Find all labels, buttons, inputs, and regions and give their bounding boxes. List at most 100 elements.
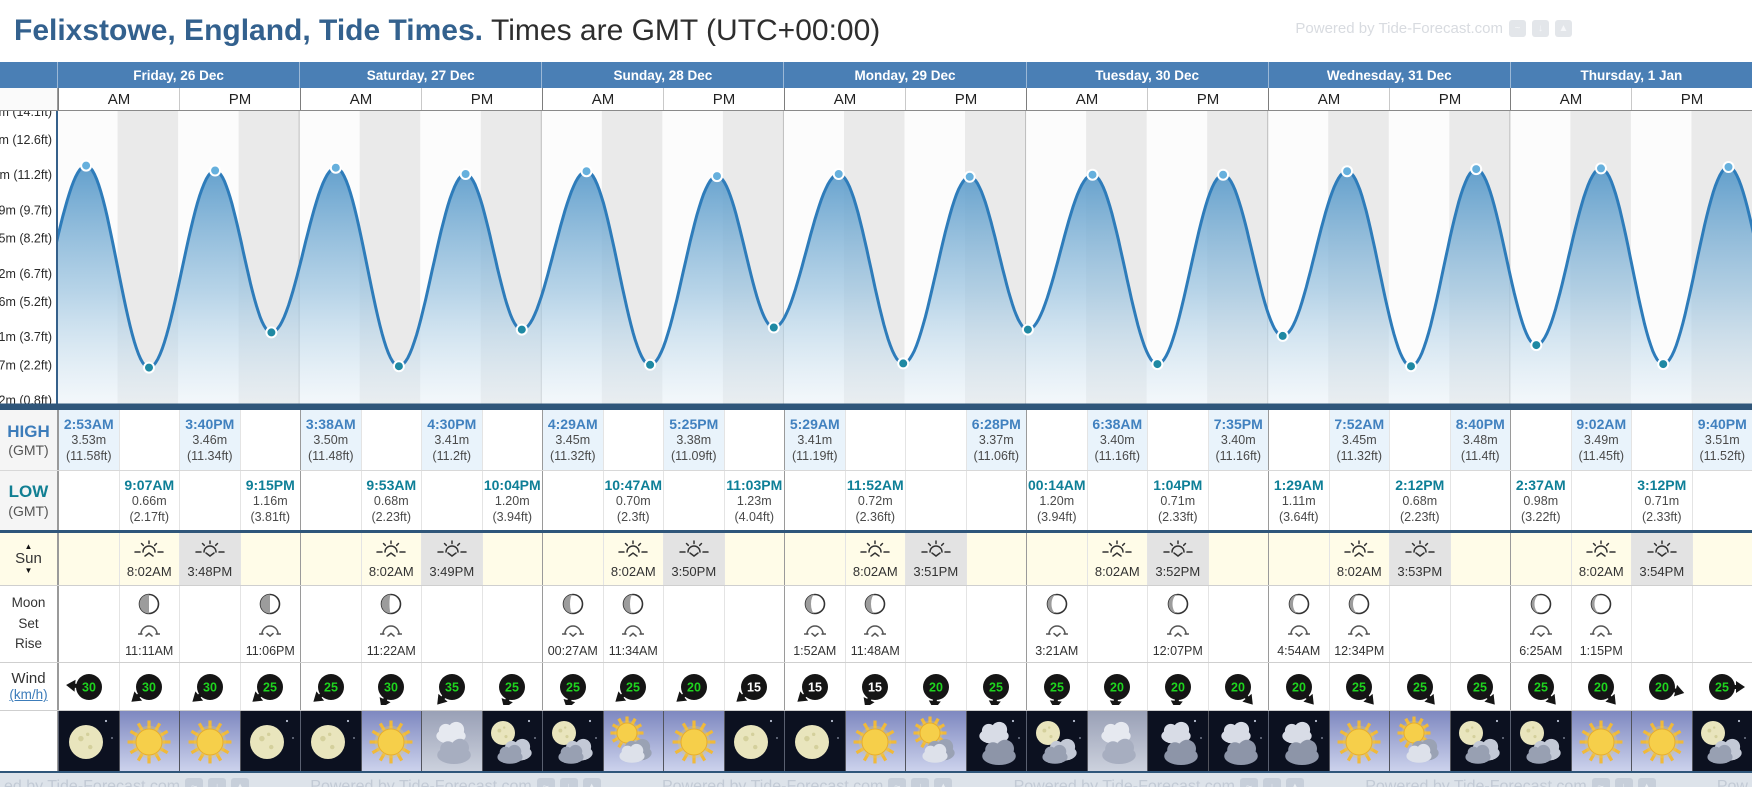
weather-cell-day6-q2	[1328, 711, 1389, 771]
moon-set-time: 11:06PM	[245, 643, 295, 658]
wind-arrow-icon: 20	[1104, 673, 1131, 705]
pm-cell-day2: PM	[421, 88, 542, 110]
svg-text:25: 25	[263, 680, 277, 694]
low-tide-cell-day3-q2: 10:47AM 0.70m (2.3ft)	[602, 471, 664, 530]
sort-down-icon[interactable]: ▼	[24, 566, 33, 576]
high-tide-point	[329, 161, 342, 174]
high-tide-cell-day1-q4	[239, 410, 301, 470]
sunset-icon	[437, 539, 467, 563]
sunset-icon	[1163, 539, 1193, 563]
weather-cell-day2-q3	[421, 711, 482, 771]
sort-up-icon[interactable]: ▲	[24, 541, 33, 551]
high-tide-cell-day2-q2	[360, 410, 422, 470]
sunset-time: 3:54PM	[1639, 563, 1685, 579]
sunset-time: 3:49PM	[429, 563, 475, 579]
sunset-time: 3:52PM	[1155, 563, 1201, 579]
svg-text:20: 20	[687, 680, 701, 694]
high-tide-time: 7:35PM	[1213, 416, 1263, 432]
page-header: Felixstowe, England, Tide Times. Times a…	[0, 0, 1752, 62]
high-tide-time: 2:53AM	[63, 416, 114, 432]
weather-cell-day1-q4	[239, 711, 300, 771]
low-tide-time: 10:47AM	[604, 477, 663, 493]
sunrise-time: 8:02AM	[126, 563, 172, 579]
low-tide-cell-day6-q2	[1328, 471, 1390, 530]
wind-cell-day4-q3: 20	[905, 663, 966, 710]
weather-cell-day4-q1	[784, 711, 845, 771]
low-tide-height-ft: (4.04ft)	[734, 509, 775, 524]
sunset-cell-day2: 3:49PM	[421, 533, 482, 585]
powered-by-footer-6: Pow	[1717, 778, 1748, 787]
sunset-cell-day5: 3:52PM	[1147, 533, 1208, 585]
low-tide-height-m: 0.72m	[857, 494, 893, 509]
arrow-up-icon: ▲	[582, 777, 601, 787]
wind-arrow-icon: 25	[983, 673, 1010, 705]
high-tide-height-m: 3.40m	[1099, 433, 1135, 448]
low-tide-height-ft: (3.94ft)	[492, 509, 533, 524]
high-tide-cell-day5-q2: 6:38AM 3.40m (11.16ft)	[1086, 410, 1147, 470]
partly-cloudy-day-icon	[603, 711, 663, 771]
low-tide-height-m: 1.23m	[736, 494, 772, 509]
moonrise-icon	[864, 623, 887, 643]
svg-text:30: 30	[384, 680, 398, 694]
low-tide-height-ft: (2.3ft)	[616, 509, 650, 524]
moon-phase-waning-crescent-icon	[1346, 591, 1372, 622]
high-tide-cell-day6-q2: 7:52AM 3.45m (11.32ft)	[1328, 410, 1389, 470]
moon-cell-day4-q4	[965, 586, 1027, 662]
moonrise-icon	[1348, 623, 1371, 643]
low-tide-cell-day6-q1: 1:29AM 1.11m (3.64ft)	[1268, 471, 1329, 530]
svg-text:20: 20	[1594, 680, 1608, 694]
low-tide-cell-day2-q4: 10:04PM 1.20m (3.94ft)	[481, 471, 543, 530]
high-tide-time: 9:02AM	[1576, 416, 1627, 432]
moon-phase-waning-crescent-icon	[560, 591, 586, 622]
low-tide-cell-day1-q4: 9:15PM 1.16m (3.81ft)	[239, 471, 301, 530]
sunrise-cell-day2: 8:02AM	[360, 533, 422, 585]
powered-by-footer-4: Powered by Tide-Forecast.com ~ ↓ ▲	[1014, 777, 1304, 787]
y-axis-label: 0.7m (2.2ft)	[0, 358, 52, 372]
svg-text:30: 30	[82, 680, 96, 694]
moon-cell-day2-q2: 11:22AM	[360, 586, 422, 662]
y-axis-label: 3.9m (12.6ft)	[0, 133, 52, 147]
low-tide-height-ft: (3.22ft)	[1520, 509, 1561, 524]
moon-phase-last-quarter-icon	[136, 591, 162, 622]
moon-rise-time: 11:22AM	[366, 643, 416, 658]
moon-cell-day1-q2: 11:11AM	[118, 586, 180, 662]
sun-empty-cell	[1510, 533, 1571, 585]
low-tide-time: 10:04PM	[483, 477, 541, 493]
wind-arrow-icon: 25	[559, 673, 586, 705]
high-tide-time: 9:40PM	[1697, 416, 1747, 432]
high-tide-point	[80, 159, 93, 172]
sun-empty-cell	[784, 533, 845, 585]
sunrise-cell-day3: 8:02AM	[602, 533, 664, 585]
sun-empty-cell	[1268, 533, 1329, 585]
weather-cell-day4-q3	[905, 711, 966, 771]
wind-arrow-icon: 25	[1709, 673, 1746, 700]
low-tide-time: 9:07AM	[124, 477, 175, 493]
wind-arrow-icon: 15	[797, 673, 828, 702]
high-tide-cell-day2-q3: 4:30PM 3.41m (11.2ft)	[421, 410, 482, 470]
high-tide-height-ft: (11.32ft)	[549, 448, 596, 463]
moonrise-icon	[1590, 623, 1613, 643]
wind-unit-link[interactable]: (km/h)	[9, 687, 48, 703]
svg-text:30: 30	[203, 680, 217, 694]
clear-night-icon	[784, 711, 845, 771]
sun-empty-cell	[723, 533, 785, 585]
wind-arrow-icon: 30	[65, 673, 102, 700]
pm-cell-day5: PM	[1147, 88, 1268, 110]
high-tide-cell-day1-q3: 3:40PM 3.46m (11.34ft)	[179, 410, 240, 470]
arrow-down-icon: ↓	[1614, 777, 1633, 787]
moon-rise-time: 11:34AM	[608, 643, 658, 658]
sunrise-time: 8:02AM	[368, 563, 414, 579]
moon-cell-day6-q4	[1449, 586, 1511, 662]
day-header-6: Wednesday, 31 Dec	[1267, 62, 1510, 88]
high-tide-time: 4:30PM	[427, 416, 477, 432]
high-tide-cell-day1-q2	[118, 410, 180, 470]
low-tide-cell-day2-q2: 9:53AM 0.68m (2.23ft)	[360, 471, 422, 530]
sunrise-time: 8:02AM	[1094, 563, 1140, 579]
am-cell-day7: AM	[1510, 88, 1631, 110]
arrow-up-icon: ▲	[1286, 777, 1304, 787]
moon-cell-day7-q4	[1691, 586, 1752, 662]
partly-cloudy-night-icon	[1510, 711, 1571, 771]
moon-set-time: 00:27AM	[547, 643, 598, 658]
wind-cell-day6-q4: 25	[1449, 663, 1511, 710]
low-tide-height-ft: (2.33ft)	[1641, 509, 1682, 524]
